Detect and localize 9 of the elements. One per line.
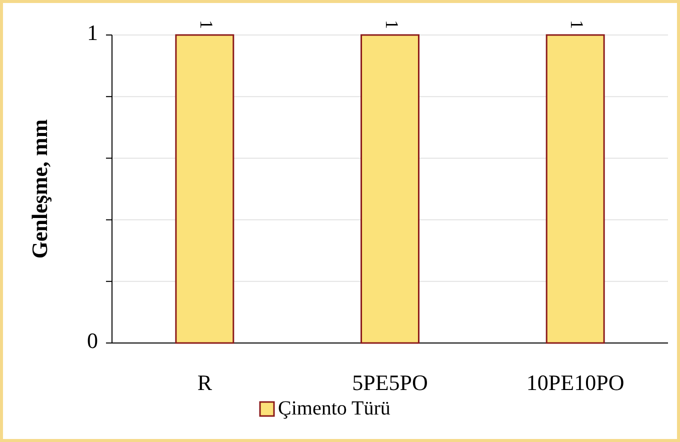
x-tick-label: 10PE10PO xyxy=(526,370,624,396)
y-tick-label: 0 xyxy=(87,328,98,354)
data-label: 1 xyxy=(567,20,588,29)
y-axis-title: Genleşme, mm xyxy=(27,119,52,259)
x-tick-label: R xyxy=(197,370,212,396)
data-label: 1 xyxy=(382,20,402,29)
x-tick-label: 5PE5PO xyxy=(352,370,428,396)
legend-label: Çimento Türü xyxy=(278,398,390,420)
data-label: 1 xyxy=(196,20,217,29)
